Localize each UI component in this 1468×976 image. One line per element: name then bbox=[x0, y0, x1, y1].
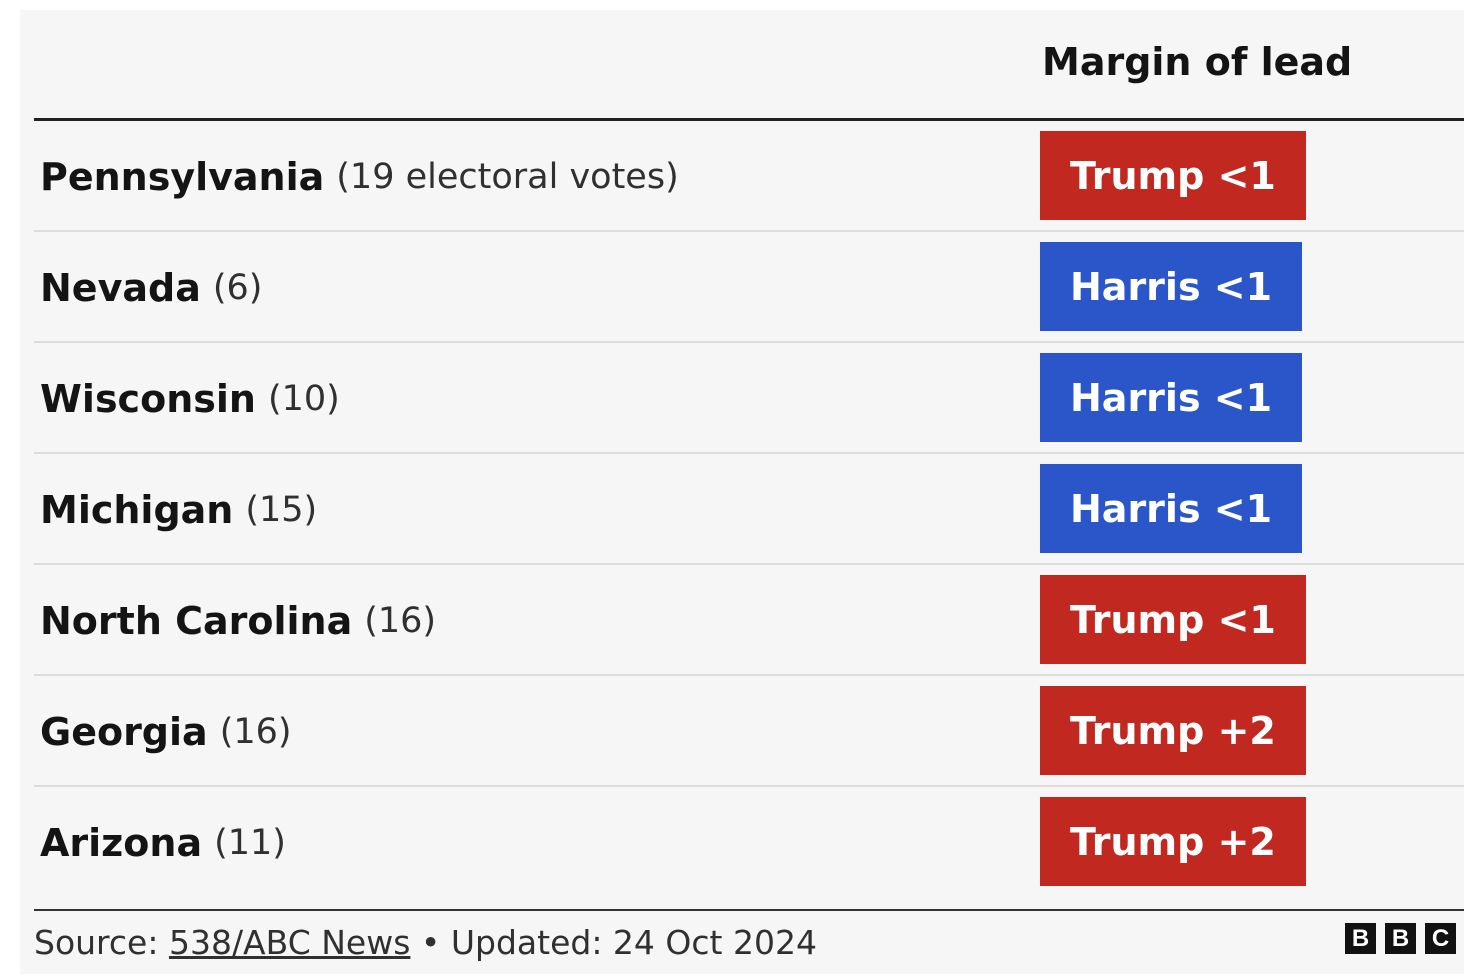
state-cell: Wisconsin (10) bbox=[40, 343, 340, 454]
table-row: Pennsylvania (19 electoral votes) Trump … bbox=[34, 121, 1464, 232]
bbc-logo-letter: C bbox=[1425, 923, 1456, 954]
lead-badge: Trump +2 bbox=[1040, 686, 1306, 775]
updated-date: Updated: 24 Oct 2024 bbox=[450, 923, 817, 962]
table-row: Arizona (11) Trump +2 bbox=[34, 787, 1464, 898]
lead-badge: Harris <1 bbox=[1040, 464, 1303, 553]
electoral-votes: (11) bbox=[214, 822, 286, 863]
electoral-votes: (16) bbox=[219, 711, 292, 752]
lead-badge: Harris <1 bbox=[1040, 353, 1303, 442]
source-separator: • bbox=[410, 923, 451, 962]
state-cell: Arizona (11) bbox=[40, 787, 286, 898]
table-row: Wisconsin (10) Harris <1 bbox=[34, 343, 1464, 454]
margin-column-header: Margin of lead bbox=[1042, 40, 1353, 84]
table-row: Michigan (15) Harris <1 bbox=[34, 454, 1464, 565]
bbc-logo-letter: B bbox=[1345, 923, 1376, 954]
state-name: Pennsylvania bbox=[40, 154, 325, 199]
state-cell: North Carolina (16) bbox=[40, 565, 436, 676]
lead-badge: Trump <1 bbox=[1040, 575, 1306, 664]
state-name: Michigan bbox=[40, 487, 234, 532]
electoral-votes: (15) bbox=[245, 489, 318, 530]
bbc-logo: B B C bbox=[1336, 923, 1456, 954]
state-name: Wisconsin bbox=[40, 376, 256, 421]
state-name: Nevada bbox=[40, 265, 201, 310]
table-footer: Source: 538/ABC News • Updated: 24 Oct 2… bbox=[34, 909, 1464, 976]
source-link[interactable]: 538/ABC News bbox=[168, 923, 411, 962]
electoral-votes: (6) bbox=[212, 267, 263, 308]
state-cell: Pennsylvania (19 electoral votes) bbox=[40, 121, 679, 232]
electoral-votes: (19 electoral votes) bbox=[336, 156, 679, 197]
state-name: Arizona bbox=[40, 820, 203, 865]
state-name: North Carolina bbox=[40, 598, 353, 643]
poll-table-panel: Margin of lead Pennsylvania (19 electora… bbox=[20, 10, 1464, 974]
source-prefix: Source: bbox=[34, 923, 169, 962]
lead-badge: Harris <1 bbox=[1040, 242, 1303, 331]
state-cell: Nevada (6) bbox=[40, 232, 262, 343]
table-header: Margin of lead bbox=[34, 10, 1464, 121]
electoral-votes: (16) bbox=[364, 600, 437, 641]
table-row: Nevada (6) Harris <1 bbox=[34, 232, 1464, 343]
lead-badge: Trump +2 bbox=[1040, 797, 1306, 886]
source-line: Source: 538/ABC News • Updated: 24 Oct 2… bbox=[34, 923, 817, 962]
lead-badge: Trump <1 bbox=[1040, 131, 1306, 220]
bbc-logo-letter: B bbox=[1385, 923, 1416, 954]
state-cell: Georgia (16) bbox=[40, 676, 292, 787]
table-row: North Carolina (16) Trump <1 bbox=[34, 565, 1464, 676]
electoral-votes: (10) bbox=[267, 378, 340, 419]
state-name: Georgia bbox=[40, 709, 208, 754]
state-cell: Michigan (15) bbox=[40, 454, 317, 565]
table-body: Pennsylvania (19 electoral votes) Trump … bbox=[34, 121, 1464, 898]
table-row: Georgia (16) Trump +2 bbox=[34, 676, 1464, 787]
